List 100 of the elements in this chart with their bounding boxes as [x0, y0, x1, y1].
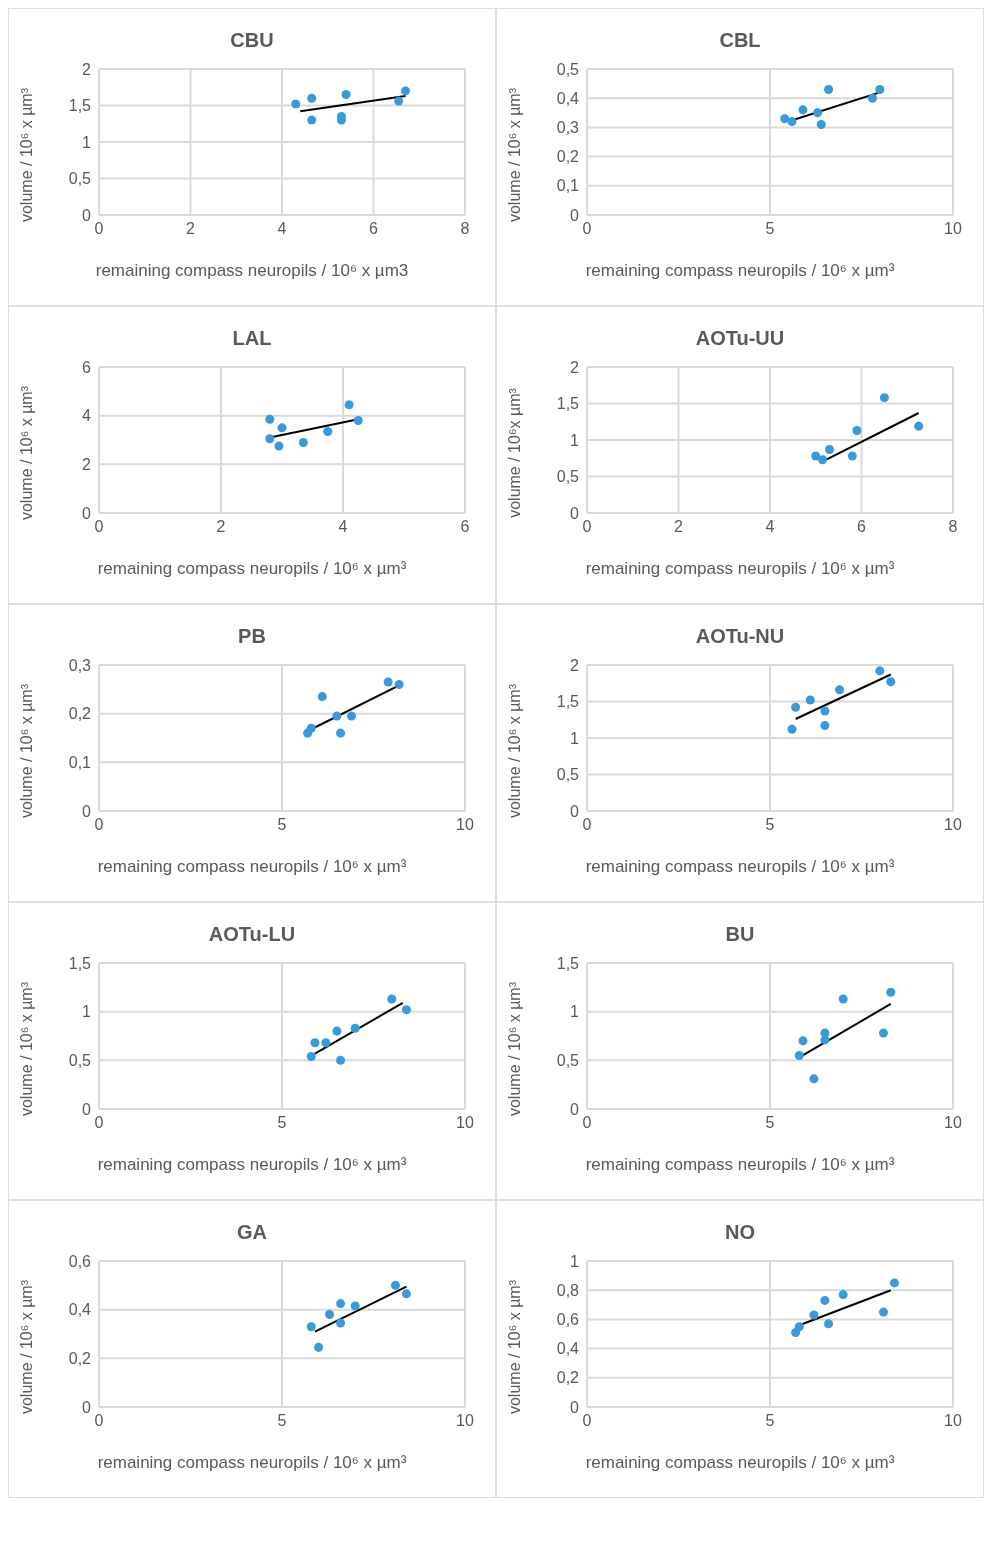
- y-tick-label: 0,2: [68, 705, 92, 723]
- point: [794, 1050, 804, 1060]
- point: [344, 400, 354, 410]
- point: [852, 426, 862, 436]
- y-tick-label: 0,5: [556, 468, 580, 486]
- point: [838, 1290, 848, 1300]
- y-axis-title: volume / 10⁶ x µm³: [18, 981, 36, 1117]
- x-tick-label: 5: [765, 220, 775, 238]
- y-tick-label: 1: [570, 729, 580, 747]
- x-axis-title: remaining compass neuropils / 10⁶ x µm3: [94, 261, 410, 281]
- point: [879, 393, 889, 403]
- x-axis-title: remaining compass neuropils / 10⁶ x µm³: [96, 1453, 408, 1473]
- point: [809, 1074, 819, 1084]
- point: [824, 444, 834, 454]
- point: [818, 455, 828, 465]
- y-tick-label: 2: [82, 456, 92, 474]
- y-tick-label: 1: [570, 431, 580, 449]
- point: [867, 93, 877, 103]
- x-tick-label: 0: [94, 1114, 104, 1132]
- point: [347, 711, 357, 721]
- point: [274, 441, 284, 451]
- point: [401, 1289, 411, 1299]
- x-tick-label: 5: [765, 1114, 775, 1132]
- point: [332, 711, 342, 721]
- x-tick-label: 6: [460, 518, 470, 536]
- x-tick-label: 4: [338, 518, 348, 536]
- x-tick-label: 10: [456, 1412, 474, 1430]
- x-tick-label: 8: [948, 518, 958, 536]
- x-tick-label: 2: [674, 518, 684, 536]
- y-tick-label: 0,3: [556, 119, 580, 137]
- x-tick-label: 8: [460, 220, 470, 238]
- point: [816, 119, 826, 129]
- x-tick-label: 10: [456, 1114, 474, 1132]
- point: [805, 695, 815, 705]
- x-axis-title: remaining compass neuropils / 10⁶ x µm³: [96, 559, 408, 579]
- point: [809, 1310, 819, 1320]
- y-tick-label: 1,5: [68, 954, 92, 972]
- point: [387, 994, 397, 1004]
- x-axis-title: remaining compass neuropils / 10⁶ x µm³: [584, 857, 896, 877]
- y-axis-title: volume / 10⁶ x µm³: [506, 87, 524, 223]
- point: [310, 1038, 320, 1048]
- y-tick-label: 0,5: [68, 1052, 92, 1070]
- x-tick-label: 5: [277, 816, 287, 834]
- chart-title: GA: [236, 1221, 268, 1245]
- point: [394, 96, 404, 106]
- x-tick-label: 0: [582, 1114, 592, 1132]
- y-tick-label: 1,5: [556, 395, 580, 413]
- y-axis-title: volume / 10⁶x µm³: [506, 388, 524, 518]
- point: [813, 108, 823, 118]
- point: [875, 84, 885, 94]
- y-tick-label: 0,5: [556, 60, 580, 78]
- point: [835, 685, 845, 695]
- point: [277, 423, 287, 433]
- x-tick-label: 5: [765, 1412, 775, 1430]
- x-tick-label: 6: [369, 220, 379, 238]
- x-axis-title: remaining compass neuropils / 10⁶ x µm³: [96, 1155, 408, 1175]
- y-tick-label: 0: [570, 1100, 580, 1118]
- point: [838, 994, 848, 1004]
- point: [820, 706, 830, 716]
- y-tick-label: 0,5: [68, 170, 92, 188]
- point: [394, 679, 404, 689]
- point: [291, 99, 301, 109]
- point: [306, 1051, 316, 1061]
- y-axis-title: volume / 10⁶ x µm³: [506, 981, 524, 1117]
- x-axis-title: remaining compass neuropils / 10⁶ x µm³: [584, 1453, 896, 1473]
- point: [820, 1035, 830, 1045]
- point: [787, 117, 797, 127]
- point: [265, 434, 275, 444]
- y-tick-label: 0,3: [68, 656, 92, 674]
- y-tick-label: 0: [82, 504, 92, 522]
- point: [401, 1005, 411, 1015]
- x-tick-label: 0: [94, 816, 104, 834]
- y-tick-label: 0: [82, 1398, 92, 1416]
- x-tick-label: 0: [582, 816, 592, 834]
- y-tick-label: 1: [570, 1003, 580, 1021]
- x-axis-title: remaining compass neuropils / 10⁶ x µm³: [584, 261, 896, 281]
- y-tick-label: 0: [82, 206, 92, 224]
- y-tick-label: 0,4: [556, 1340, 580, 1358]
- point: [341, 90, 351, 100]
- point: [847, 451, 857, 461]
- y-tick-label: 0: [570, 1398, 580, 1416]
- point: [914, 421, 924, 431]
- x-tick-label: 10: [456, 816, 474, 834]
- x-tick-label: 0: [94, 1412, 104, 1430]
- y-tick-label: 0,2: [556, 1369, 580, 1387]
- point: [307, 115, 317, 125]
- point: [306, 1322, 316, 1332]
- y-axis-title: volume / 10⁶ x µm³: [18, 1279, 36, 1415]
- y-axis-title: volume / 10⁶ x µm³: [506, 683, 524, 819]
- y-tick-label: 6: [82, 358, 92, 376]
- chart-title: CBL: [718, 29, 762, 53]
- chart-title: CBU: [229, 29, 275, 53]
- point: [791, 702, 801, 712]
- point: [306, 723, 316, 733]
- x-tick-label: 0: [582, 518, 592, 536]
- point: [878, 1028, 888, 1038]
- y-tick-label: 2: [82, 60, 92, 78]
- point: [353, 416, 363, 426]
- y-tick-label: 0,1: [68, 754, 92, 772]
- y-tick-label: 1: [82, 1003, 92, 1021]
